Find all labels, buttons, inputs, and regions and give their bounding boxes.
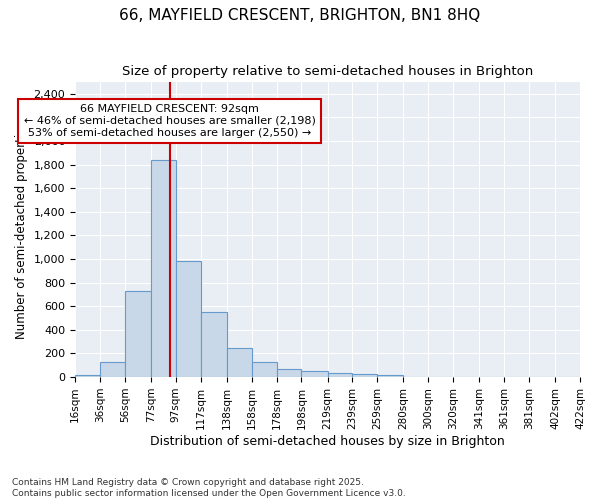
Title: Size of property relative to semi-detached houses in Brighton: Size of property relative to semi-detach… xyxy=(122,65,533,78)
Bar xyxy=(200,312,227,377)
Bar xyxy=(75,376,100,377)
Bar xyxy=(251,362,277,377)
Bar xyxy=(301,371,328,377)
X-axis label: Distribution of semi-detached houses by size in Brighton: Distribution of semi-detached houses by … xyxy=(150,434,505,448)
Bar xyxy=(100,362,125,377)
Bar xyxy=(277,370,301,377)
Bar xyxy=(227,348,251,377)
Bar xyxy=(125,291,151,377)
Bar xyxy=(328,373,352,377)
Bar xyxy=(352,374,377,377)
Text: 66, MAYFIELD CRESCENT, BRIGHTON, BN1 8HQ: 66, MAYFIELD CRESCENT, BRIGHTON, BN1 8HQ xyxy=(119,8,481,22)
Bar xyxy=(176,261,200,377)
Text: 66 MAYFIELD CRESCENT: 92sqm
← 46% of semi-detached houses are smaller (2,198)
53: 66 MAYFIELD CRESCENT: 92sqm ← 46% of sem… xyxy=(23,104,316,138)
Y-axis label: Number of semi-detached properties: Number of semi-detached properties xyxy=(15,120,28,339)
Text: Contains HM Land Registry data © Crown copyright and database right 2025.
Contai: Contains HM Land Registry data © Crown c… xyxy=(12,478,406,498)
Bar xyxy=(377,374,403,377)
Bar xyxy=(151,160,176,377)
